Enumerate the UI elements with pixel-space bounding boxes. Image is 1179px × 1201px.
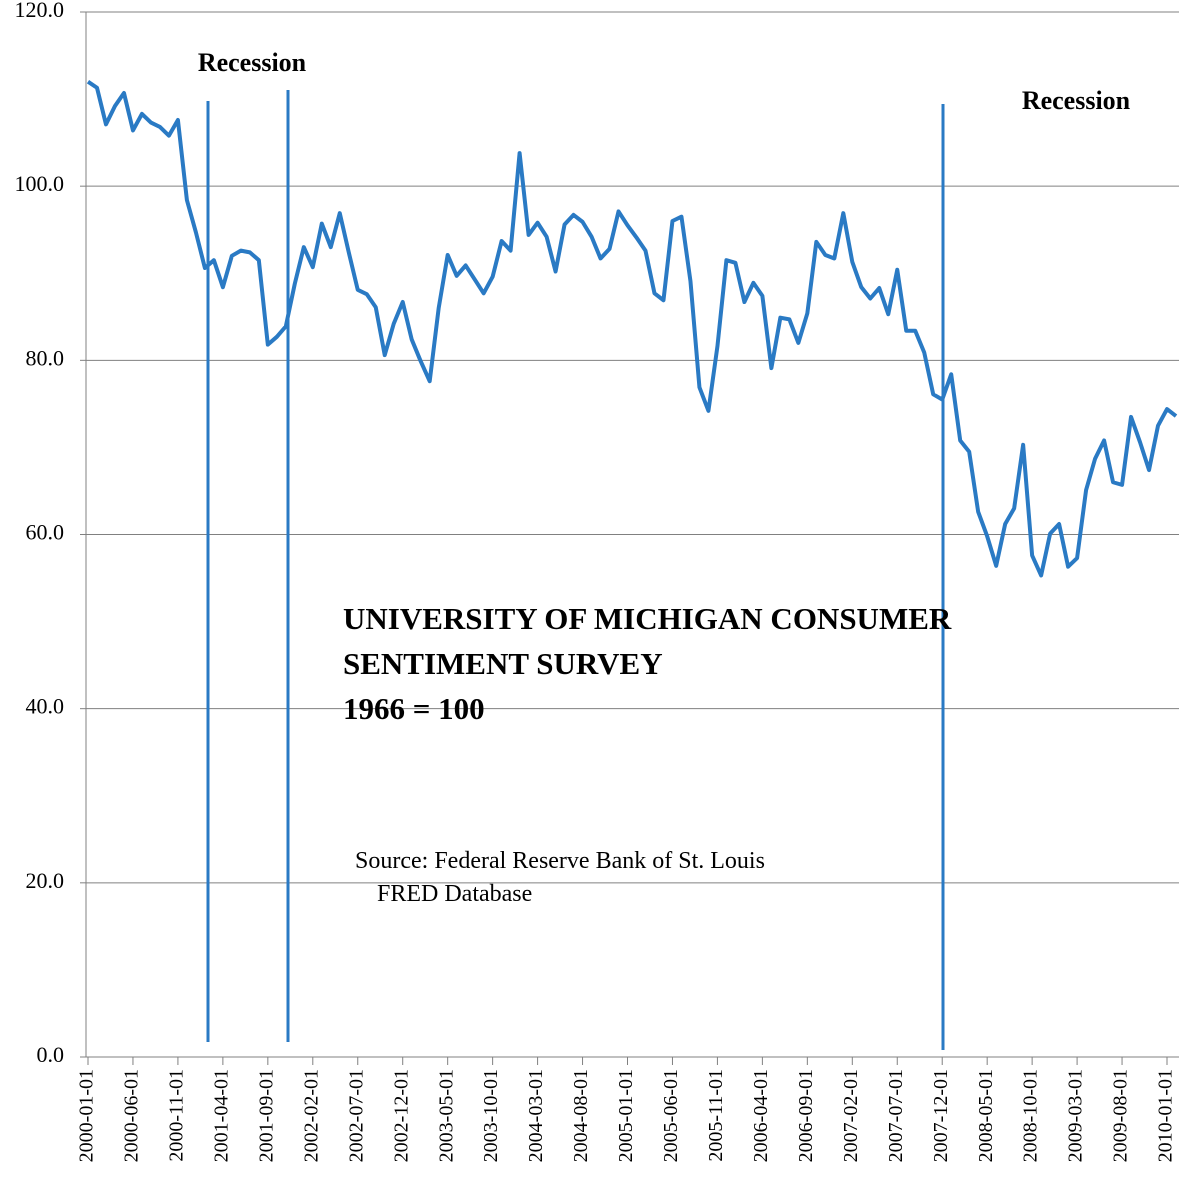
annotation: Source: Federal Reserve Bank of St. Loui… — [355, 848, 765, 874]
y-tick-label: 20.0 — [26, 868, 65, 893]
line-series — [86, 80, 1178, 578]
x-tick-label: 2007-07-01 — [885, 1069, 907, 1162]
x-tick-label: 2001-09-01 — [255, 1069, 277, 1162]
x-tick-label: 2002-12-01 — [390, 1069, 412, 1162]
annotation: Recession — [198, 48, 307, 77]
x-tick-label: 2007-02-01 — [840, 1069, 862, 1162]
x-tick-label: 2000-01-01 — [76, 1069, 98, 1162]
annotation: SENTIMENT SURVEY — [343, 646, 663, 681]
x-tick-label: 2010-01-01 — [1155, 1069, 1177, 1162]
x-tick-label: 2005-11-01 — [705, 1069, 727, 1162]
x-tick-label: 2006-09-01 — [795, 1069, 817, 1162]
x-tick-label: 2005-01-01 — [615, 1069, 637, 1162]
x-tick-label: 2008-05-01 — [975, 1069, 997, 1162]
annotation: UNIVERSITY OF MICHIGAN CONSUMER — [343, 601, 952, 636]
y-tick-label: 0.0 — [37, 1042, 65, 1067]
x-tick-label: 2004-03-01 — [525, 1069, 547, 1162]
grid — [86, 11, 1179, 1058]
x-tick-label: 2004-08-01 — [570, 1069, 592, 1162]
x-tick-label: 2001-04-01 — [210, 1069, 232, 1162]
y-tick-label: 60.0 — [26, 520, 65, 545]
y-tick-label: 80.0 — [26, 345, 65, 370]
x-tick-label: 2000-06-01 — [121, 1069, 143, 1162]
x-tick-label: 2000-11-01 — [166, 1069, 188, 1162]
x-tick-label: 2003-05-01 — [435, 1069, 457, 1162]
x-tick-label: 2007-12-01 — [930, 1069, 952, 1162]
annotation: FRED Database — [377, 881, 532, 907]
y-tick-label: 100.0 — [15, 171, 65, 196]
annotation: 1966 = 100 — [343, 691, 485, 726]
x-tick-label: 2002-07-01 — [345, 1069, 367, 1162]
x-tick-label: 2009-03-01 — [1065, 1069, 1087, 1162]
x-tick-label: 2003-10-01 — [480, 1069, 502, 1162]
recession-lines — [206, 90, 945, 1050]
y-tick-label: 40.0 — [26, 694, 65, 719]
x-tick-label: 2002-02-01 — [300, 1069, 322, 1162]
x-tick-label: 2005-06-01 — [660, 1069, 682, 1162]
x-tick-label: 2009-08-01 — [1110, 1069, 1132, 1162]
y-tick-label: 120.0 — [15, 0, 65, 22]
x-tick-label: 2008-10-01 — [1020, 1069, 1042, 1162]
annotation: Recession — [1022, 86, 1131, 115]
x-tick-label: 2006-04-01 — [750, 1069, 772, 1162]
